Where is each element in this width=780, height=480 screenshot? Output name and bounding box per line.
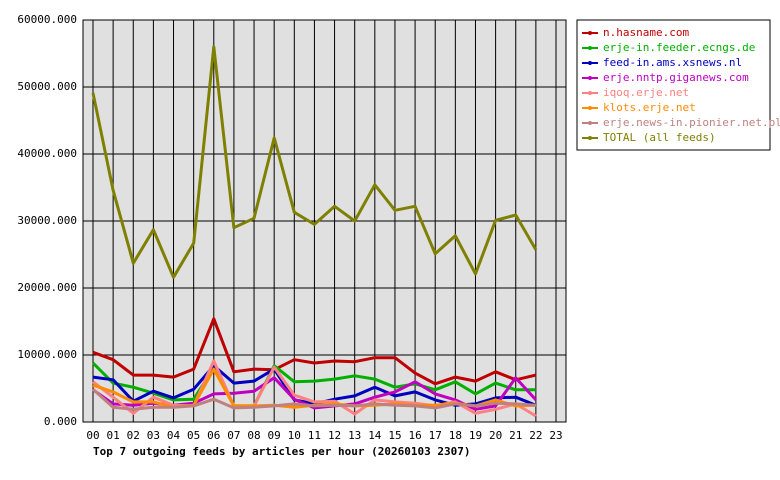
legend-dot [588,106,592,110]
x-tick-label: 03 [147,429,160,442]
x-tick-label: 13 [348,429,361,442]
legend-label: iqoq.erje.net [603,86,689,99]
legend-dot [588,136,592,140]
legend-dot [588,76,592,80]
x-tick-label: 11 [308,429,321,442]
series-line [92,317,537,386]
x-tick-label: 06 [207,429,220,442]
y-tick-label: 60000.000 [17,13,77,26]
x-tick-label: 23 [549,429,562,442]
x-tick-label: 21 [509,429,522,442]
series-line [91,388,537,411]
legend-label: feed-in.ams.xsnews.nl [603,56,742,69]
x-tick-label: 08 [247,429,260,442]
x-tick-label: 15 [388,429,401,442]
y-tick-label: 40000.000 [17,147,77,160]
legend-label: TOTAL (all feeds) [603,131,716,144]
legend-dot [588,31,592,35]
plot-border [82,19,567,423]
y-tick-label: 30000.000 [17,214,77,227]
x-tick-label: 10 [288,429,301,442]
legend-label: erje.news-in.pionier.net.pl [603,116,780,129]
legend-label: erje.nntp.giganews.com [603,71,749,84]
x-tick-label: 00 [86,429,99,442]
y-tick-label: 0.000 [44,415,77,428]
x-tick-label: 18 [449,429,462,442]
x-tick-label: 07 [227,429,240,442]
chart-title: Top 7 outgoing feeds by articles per hou… [93,445,471,458]
legend-dot [588,91,592,95]
x-tick-label: 09 [268,429,281,442]
x-tick-label: 20 [489,429,502,442]
y-tick-label: 50000.000 [17,80,77,93]
x-tick-label: 19 [469,429,482,442]
x-tick-label: 16 [408,429,421,442]
x-tick-label: 04 [167,429,181,442]
y-tick-label: 20000.000 [17,281,77,294]
x-tick-label: 02 [127,429,140,442]
legend-dot [588,121,592,125]
x-tick-label: 17 [429,429,442,442]
legend-label: klots.erje.net [603,101,696,114]
x-tick-label: 22 [529,429,542,442]
y-tick-label: 10000.000 [17,348,77,361]
x-tick-label: 01 [107,429,120,442]
legend-label: n.hasname.com [603,26,689,39]
x-tick-label: 05 [187,429,200,442]
legend [576,19,771,151]
series-line [91,45,538,279]
legend-dot [588,61,592,65]
legend-dot [588,46,592,50]
series-line [91,361,536,408]
x-tick-label: 12 [328,429,341,442]
legend-label: erje-in.feeder.ecngs.de [603,41,755,54]
x-tick-label: 14 [368,429,382,442]
